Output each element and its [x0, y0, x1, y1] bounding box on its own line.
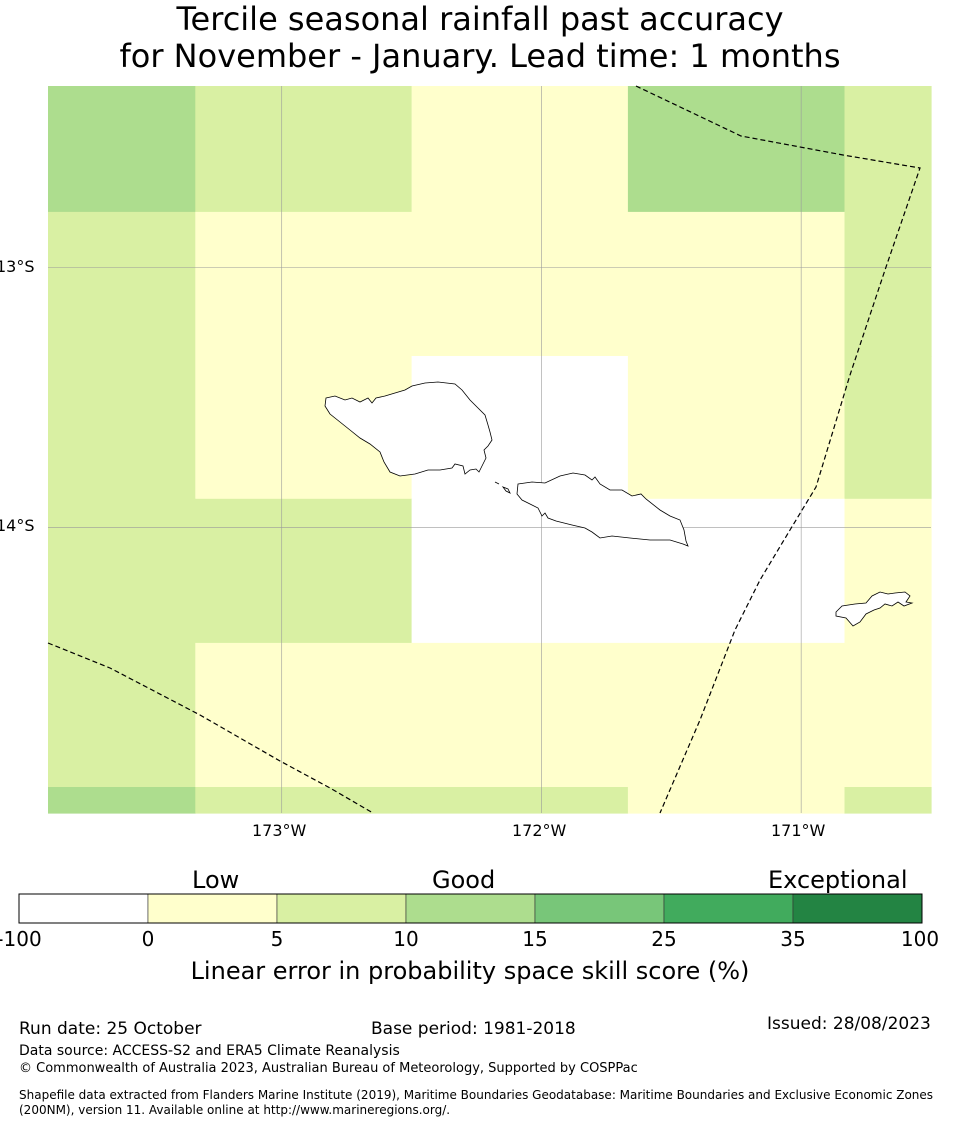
skill-cell [844, 356, 932, 500]
skill-cell [48, 642, 196, 788]
skill-cell [195, 211, 413, 357]
upolu-island [516, 472, 689, 547]
chart-title-line2: for November - January. Lead time: 1 mon… [119, 37, 841, 75]
colorbar-tick: 5 [270, 927, 284, 951]
manono-island [501, 486, 511, 494]
skill-cell [411, 211, 629, 357]
colorbar-frame [18, 893, 923, 924]
colorbar-bin [147, 893, 278, 924]
skill-cell [627, 211, 846, 357]
colorbar-tick: 35 [780, 927, 806, 951]
shapefile-credit-line1: Shapefile data extracted from Flanders M… [19, 1088, 934, 1102]
colorbar-bin [792, 893, 923, 924]
savaii-island [324, 381, 493, 477]
lon-label-172w: 172°W [512, 821, 567, 840]
data-source: Data source: ACCESS-S2 and ERA5 Climate … [19, 1043, 400, 1059]
skill-cell [844, 787, 932, 814]
skill-cell [48, 498, 196, 644]
apolima-island [494, 481, 500, 485]
skill-cell [844, 211, 932, 357]
colorbar-tick: 10 [393, 927, 419, 951]
skill-cell [411, 642, 629, 788]
category-label-exceptional: Exceptional [768, 866, 908, 894]
colorbar-bin [276, 893, 407, 924]
skill-cell [411, 787, 629, 814]
skill-cell [844, 86, 932, 213]
category-label-good: Good [432, 866, 496, 894]
tutuila-island [835, 591, 914, 627]
colorbar-tick: 100 [900, 927, 940, 951]
skill-cell [844, 642, 932, 788]
issued-date: Issued: 28/08/2023 [767, 1014, 931, 1034]
skill-cell [627, 86, 846, 213]
skill-cell [48, 86, 196, 213]
colorbar-bin [534, 893, 665, 924]
colorbar-bin [405, 893, 536, 924]
lat-label-14s: 14°S [0, 516, 35, 535]
colorbar-bin [18, 893, 149, 924]
skill-cell [48, 787, 196, 814]
eez-boundary-east [635, 85, 921, 814]
colorbar-tick: -100 [0, 927, 42, 951]
lon-label-171w: 171°W [771, 821, 826, 840]
skill-cell [627, 642, 846, 788]
run-date: Run date: 25 October [19, 1019, 202, 1039]
base-period: Base period: 1981-2018 [371, 1019, 576, 1039]
skill-cell [195, 498, 413, 644]
chart-title-line1: Tercile seasonal rainfall past accuracy [176, 0, 784, 38]
colorbar-tick: 25 [651, 927, 677, 951]
skill-cell [48, 356, 196, 500]
colorbar-title: Linear error in probability space skill … [190, 957, 750, 985]
colorbar-tick: 0 [141, 927, 155, 951]
copyright-note: © Commonwealth of Australia 2023, Austra… [19, 1061, 638, 1076]
skill-cell [627, 356, 846, 500]
skill-cell [411, 86, 629, 213]
lon-label-173w: 173°W [252, 821, 307, 840]
lat-label-13s: 13°S [0, 257, 35, 276]
colorbar-tick: 15 [522, 927, 548, 951]
skill-cell [195, 86, 413, 213]
skill-cell [195, 642, 413, 788]
colorbar-bin [663, 893, 794, 924]
category-label-low: Low [192, 866, 240, 894]
skill-cell [48, 211, 196, 357]
skill-cell [195, 787, 413, 814]
shapefile-credit-line2: (200NM), version 11. Available online at… [19, 1103, 451, 1117]
skill-cell [627, 787, 846, 814]
